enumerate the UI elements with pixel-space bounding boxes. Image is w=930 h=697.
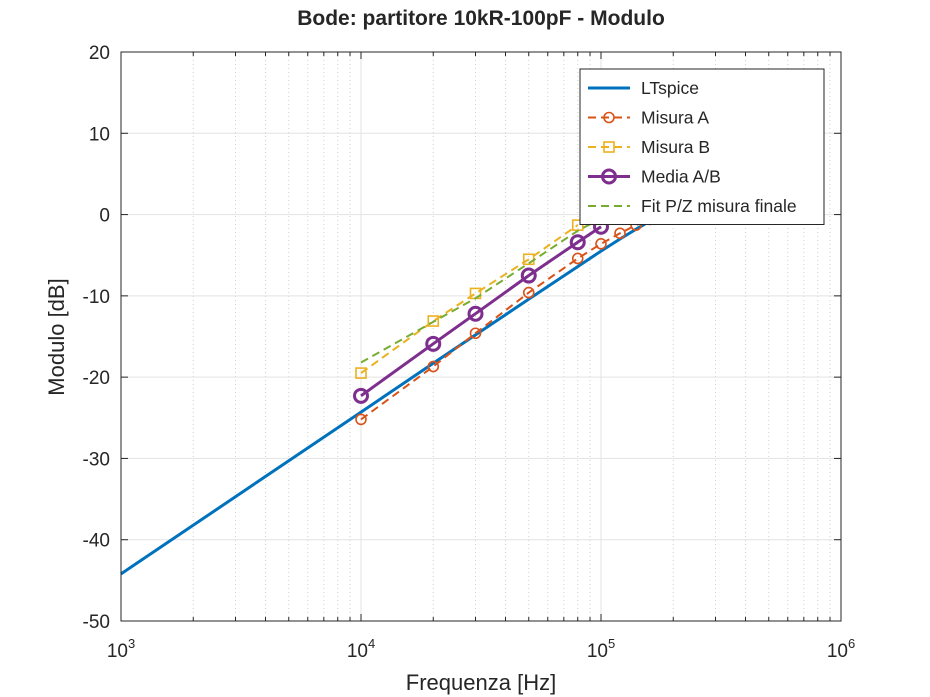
series-line (360, 224, 579, 374)
data-point (569, 234, 586, 251)
y-tick-label: 10 (89, 124, 110, 145)
x-tick-label: 106 (827, 636, 855, 662)
y-tick-label: -40 (83, 531, 110, 552)
plot-frame (120, 51, 842, 622)
data-point (353, 387, 369, 404)
y-axis-label: Modulo [dB] (44, 278, 69, 395)
series-line (360, 217, 602, 364)
series-line (360, 218, 651, 421)
y-tick-labels: 20 10 0 -10 -20 -30 -40 -50 (83, 43, 110, 633)
data-point (427, 315, 440, 327)
legend-label: LTspice (641, 78, 699, 98)
data-point (469, 327, 482, 340)
legend-marker (603, 111, 615, 124)
legend-marker (603, 141, 615, 153)
data-point (571, 252, 584, 265)
data-point (614, 227, 626, 240)
y-tick-label: -50 (83, 612, 110, 633)
axis-ticks (120, 51, 842, 622)
y-tick-label: 20 (89, 43, 110, 64)
legend-label: Media A/B (641, 167, 721, 187)
x-tick-label: 103 (107, 636, 135, 662)
x-tick-labels: 103 104 105 106 (107, 636, 855, 662)
y-tick-label: -10 (83, 287, 110, 308)
legend-label: Misura A (641, 108, 709, 128)
data-point (355, 367, 367, 379)
legend-label: Fit P/Z misura finale (641, 196, 797, 216)
series-layer (120, 213, 664, 576)
chart-title: Bode: partitore 10kR-100pF - Modulo (297, 7, 665, 30)
legend-marker (601, 168, 617, 185)
data-point (522, 286, 535, 299)
y-tick-label: 0 (99, 206, 110, 227)
series-4 (360, 217, 602, 364)
series-line (360, 225, 602, 398)
data-point (595, 238, 607, 250)
legend: LTspice Misura A Misura B Media A/B Fit P/Z … (579, 68, 825, 225)
x-axis-label: Frequenza [Hz] (406, 670, 556, 695)
x-tick-label: 105 (587, 636, 615, 662)
x-tick-label: 104 (347, 636, 375, 662)
y-tick-label: -30 (83, 449, 110, 470)
data-point (355, 413, 367, 426)
data-point (467, 305, 484, 322)
data-point (520, 267, 537, 284)
data-point (427, 360, 440, 373)
legend-label: Misura B (641, 137, 710, 157)
y-tick-label: -20 (83, 368, 110, 389)
data-point (425, 335, 442, 352)
